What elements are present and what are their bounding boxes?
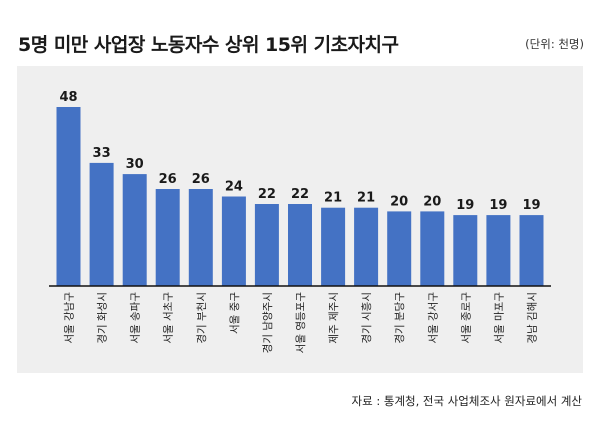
bar-15 xyxy=(519,215,544,286)
bar-8 xyxy=(288,204,312,286)
bar-9 xyxy=(321,207,346,286)
bar-1 xyxy=(56,107,81,286)
category-label-12: 서울 강서구 xyxy=(427,292,439,344)
unit-label: (단위: 천명) xyxy=(525,37,584,51)
category-label-1: 서울 강남구 xyxy=(64,292,76,344)
category-label-8: 서울 영등포구 xyxy=(295,292,307,354)
category-label-6: 서울 중구 xyxy=(229,292,241,334)
category-label-13: 서울 종로구 xyxy=(460,292,472,344)
data-label-4: 26 xyxy=(159,172,177,187)
category-label-3: 서울 송파구 xyxy=(130,292,142,344)
category-label-4: 서울 서초구 xyxy=(163,292,175,344)
bar-12 xyxy=(420,211,445,286)
category-label-11: 경기 분당구 xyxy=(393,292,406,344)
category-label-7: 경기 남양주시 xyxy=(261,292,274,353)
category-label-15: 경남 김해시 xyxy=(526,292,539,344)
data-label-10: 21 xyxy=(357,191,375,206)
category-label-5: 경기 부천시 xyxy=(195,292,208,344)
data-label-9: 21 xyxy=(324,191,342,206)
data-label-1: 48 xyxy=(59,90,77,105)
data-label-2: 33 xyxy=(93,146,111,161)
source-note: 자료 : 통계청, 전국 사업체조사 원자료에서 계산 xyxy=(351,394,582,408)
category-label-9: 제주 제주시 xyxy=(328,292,340,344)
data-label-6: 24 xyxy=(225,180,243,195)
data-label-14: 19 xyxy=(489,198,507,213)
data-label-13: 19 xyxy=(456,198,474,213)
data-label-3: 30 xyxy=(126,157,144,172)
data-label-5: 26 xyxy=(192,172,210,187)
category-label-14: 서울 마포구 xyxy=(493,292,505,344)
bar-10 xyxy=(354,207,379,286)
chart-title: 5명 미만 사업장 노동자수 상위 15위 기초자치구 xyxy=(18,34,399,56)
bar-11 xyxy=(387,211,412,286)
data-label-15: 19 xyxy=(522,198,540,213)
bar-4 xyxy=(155,189,180,286)
bar-5 xyxy=(188,189,213,286)
chart-panel: 48 서울 강남구 33 경기 화성시 30 서울 송파구 26 서울 서초구 26 경기 부천시… xyxy=(17,66,583,373)
category-label-2: 경기 화성시 xyxy=(96,292,109,344)
bar-3 xyxy=(122,174,147,286)
category-label-10: 경기 시흥시 xyxy=(360,292,373,344)
bar-2 xyxy=(89,162,114,286)
data-label-8: 22 xyxy=(291,187,309,202)
data-label-7: 22 xyxy=(258,187,276,202)
data-label-12: 20 xyxy=(423,194,441,209)
bar-13 xyxy=(453,215,478,286)
data-label-11: 20 xyxy=(390,194,408,209)
bar-chart: 48 서울 강남구 33 경기 화성시 30 서울 송파구 26 서울 서초구 26 경기 부천시… xyxy=(49,90,551,354)
bar-6 xyxy=(221,196,246,286)
bar-7 xyxy=(254,204,279,286)
bar-14 xyxy=(486,215,511,286)
